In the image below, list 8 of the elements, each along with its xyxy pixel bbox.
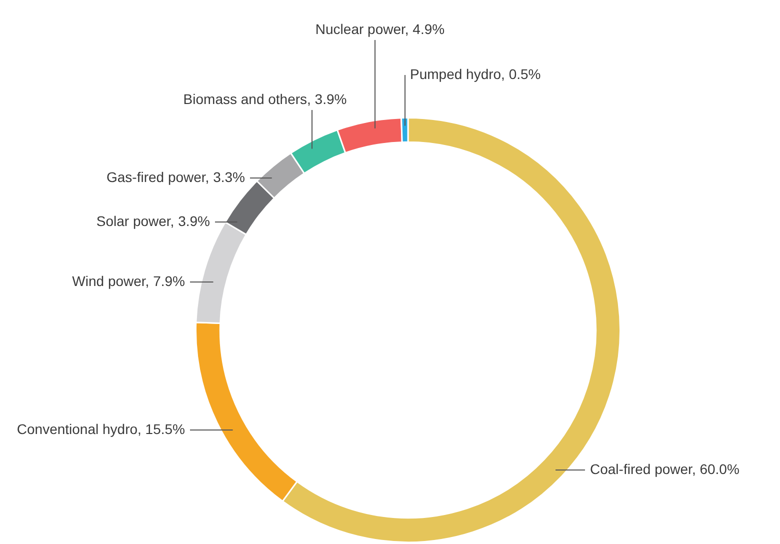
slice-label: Biomass and others, 3.9%: [183, 90, 347, 107]
slice-label: Conventional hydro, 15.5%: [16, 420, 185, 437]
slice-label: Nuclear power, 4.9%: [315, 20, 445, 37]
slice-label: Gas-fired power, 3.3%: [106, 168, 245, 185]
slice-label: Wind power, 7.9%: [72, 272, 185, 289]
slice-label: Coal-fired power, 60.0%: [590, 460, 740, 477]
slice-label: Solar power, 3.9%: [96, 212, 210, 229]
slice-label: Pumped hydro, 0.5%: [410, 66, 541, 82]
